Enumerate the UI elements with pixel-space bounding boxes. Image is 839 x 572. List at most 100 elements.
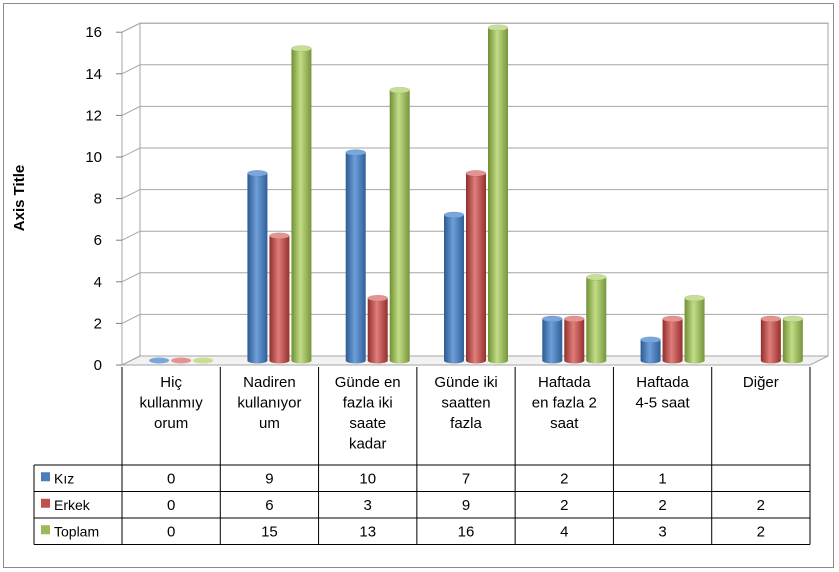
bar-top	[564, 315, 585, 323]
bar	[367, 294, 388, 364]
legend-label: Erkek	[54, 497, 91, 513]
bar-body	[564, 318, 585, 364]
table-cell: 0	[167, 497, 175, 514]
y-axis-title: Axis Title	[11, 165, 28, 231]
bar-body	[782, 318, 803, 364]
legend-label: Kız	[54, 470, 74, 486]
table-cell: 2	[757, 497, 765, 514]
category-label: Nadiren kullanıyor um	[237, 374, 301, 432]
table-cell: 2	[560, 497, 568, 514]
y-tick-labels: 0 2 4 6 8 10 12 14 16	[85, 24, 102, 374]
bar-body	[586, 277, 607, 364]
bar	[662, 315, 683, 364]
gridline	[121, 272, 828, 283]
bar-top	[542, 315, 563, 323]
bar-top	[662, 315, 683, 323]
bar-body	[640, 339, 661, 364]
bar-top	[345, 149, 366, 156]
bar	[564, 315, 585, 364]
bar	[782, 315, 804, 364]
bar-body	[291, 48, 312, 364]
category-label: Günde iki saatten fazla	[434, 374, 497, 432]
bars	[149, 24, 804, 364]
bar-top	[760, 315, 782, 323]
bar	[345, 149, 366, 364]
y-tick-label: 2	[94, 315, 102, 332]
bar	[684, 294, 705, 364]
bar	[269, 232, 290, 364]
y-tick-label: 0	[94, 357, 102, 374]
bar	[487, 24, 509, 364]
table-cell: 9	[265, 470, 273, 487]
bar-top	[247, 170, 268, 177]
bar-top	[684, 294, 705, 302]
table-cell: 3	[658, 523, 666, 540]
gridline	[121, 189, 828, 200]
bar-top	[443, 211, 465, 219]
y-tick-label: 12	[85, 107, 102, 124]
bar-top	[586, 274, 607, 281]
bar-body	[269, 235, 290, 364]
bar	[193, 357, 214, 364]
category-label: Haftada 4-5 saat	[635, 374, 690, 412]
y-tick-label: 4	[94, 274, 102, 291]
bar	[291, 45, 312, 364]
table-cell: 16	[458, 523, 475, 540]
table-cell: 0	[167, 470, 175, 487]
bar-body	[684, 298, 705, 364]
bar-body	[247, 173, 268, 364]
bar-body	[466, 173, 486, 364]
y-tick-label: 6	[94, 232, 102, 249]
bar	[640, 336, 661, 364]
bar-top	[487, 24, 509, 31]
legend-key	[41, 472, 50, 482]
bar	[586, 274, 607, 364]
bar	[465, 170, 487, 364]
table-cell: 9	[462, 497, 470, 514]
data-table: Hiç kullanmıy orum Nadiren kullanıyor um Günde…	[33, 367, 811, 545]
bar-top	[269, 232, 290, 239]
bar	[760, 315, 782, 364]
y-tick-label: 14	[85, 66, 102, 83]
category-label: Günde en fazla iki saate kadar	[335, 374, 401, 453]
gridline	[121, 22, 828, 33]
bar	[542, 315, 563, 364]
bar-top	[465, 170, 487, 177]
y-tick-label: 16	[85, 24, 102, 41]
bar-body	[662, 318, 683, 364]
bar-top	[171, 357, 192, 364]
bar	[171, 357, 192, 364]
table-cell: 0	[167, 523, 175, 540]
gridline	[121, 105, 828, 116]
y-tick-label: 10	[85, 149, 102, 166]
bar	[247, 170, 268, 364]
category-label: Diğer	[743, 374, 779, 391]
y-tick-label: 8	[94, 191, 102, 208]
gridline	[121, 147, 828, 158]
table-cell: 4	[560, 523, 568, 540]
category-label: Haftada en fazla 2 saat	[532, 374, 597, 432]
gridlines	[116, 22, 828, 366]
table-cell: 1	[658, 470, 666, 487]
bar-top	[367, 294, 388, 302]
gridline	[121, 230, 828, 241]
legend-key	[41, 525, 50, 535]
bar	[149, 357, 170, 364]
bar-top	[149, 357, 170, 364]
table-cell: 15	[261, 523, 278, 540]
bar-top	[782, 315, 804, 323]
bar-body	[542, 318, 563, 364]
category-label: Hiç kullanmıy orum	[139, 374, 203, 432]
legend-label: Toplam	[54, 523, 99, 539]
bar-top	[389, 86, 410, 94]
table-cell: 7	[462, 470, 470, 487]
bar-body	[488, 27, 508, 364]
bar-top	[291, 45, 312, 52]
table-cell: 3	[364, 497, 372, 514]
bar-body	[345, 152, 366, 364]
bar-body	[367, 298, 388, 364]
table-cell: 2	[757, 523, 765, 540]
bar-body	[444, 214, 464, 364]
gridline	[121, 64, 828, 75]
